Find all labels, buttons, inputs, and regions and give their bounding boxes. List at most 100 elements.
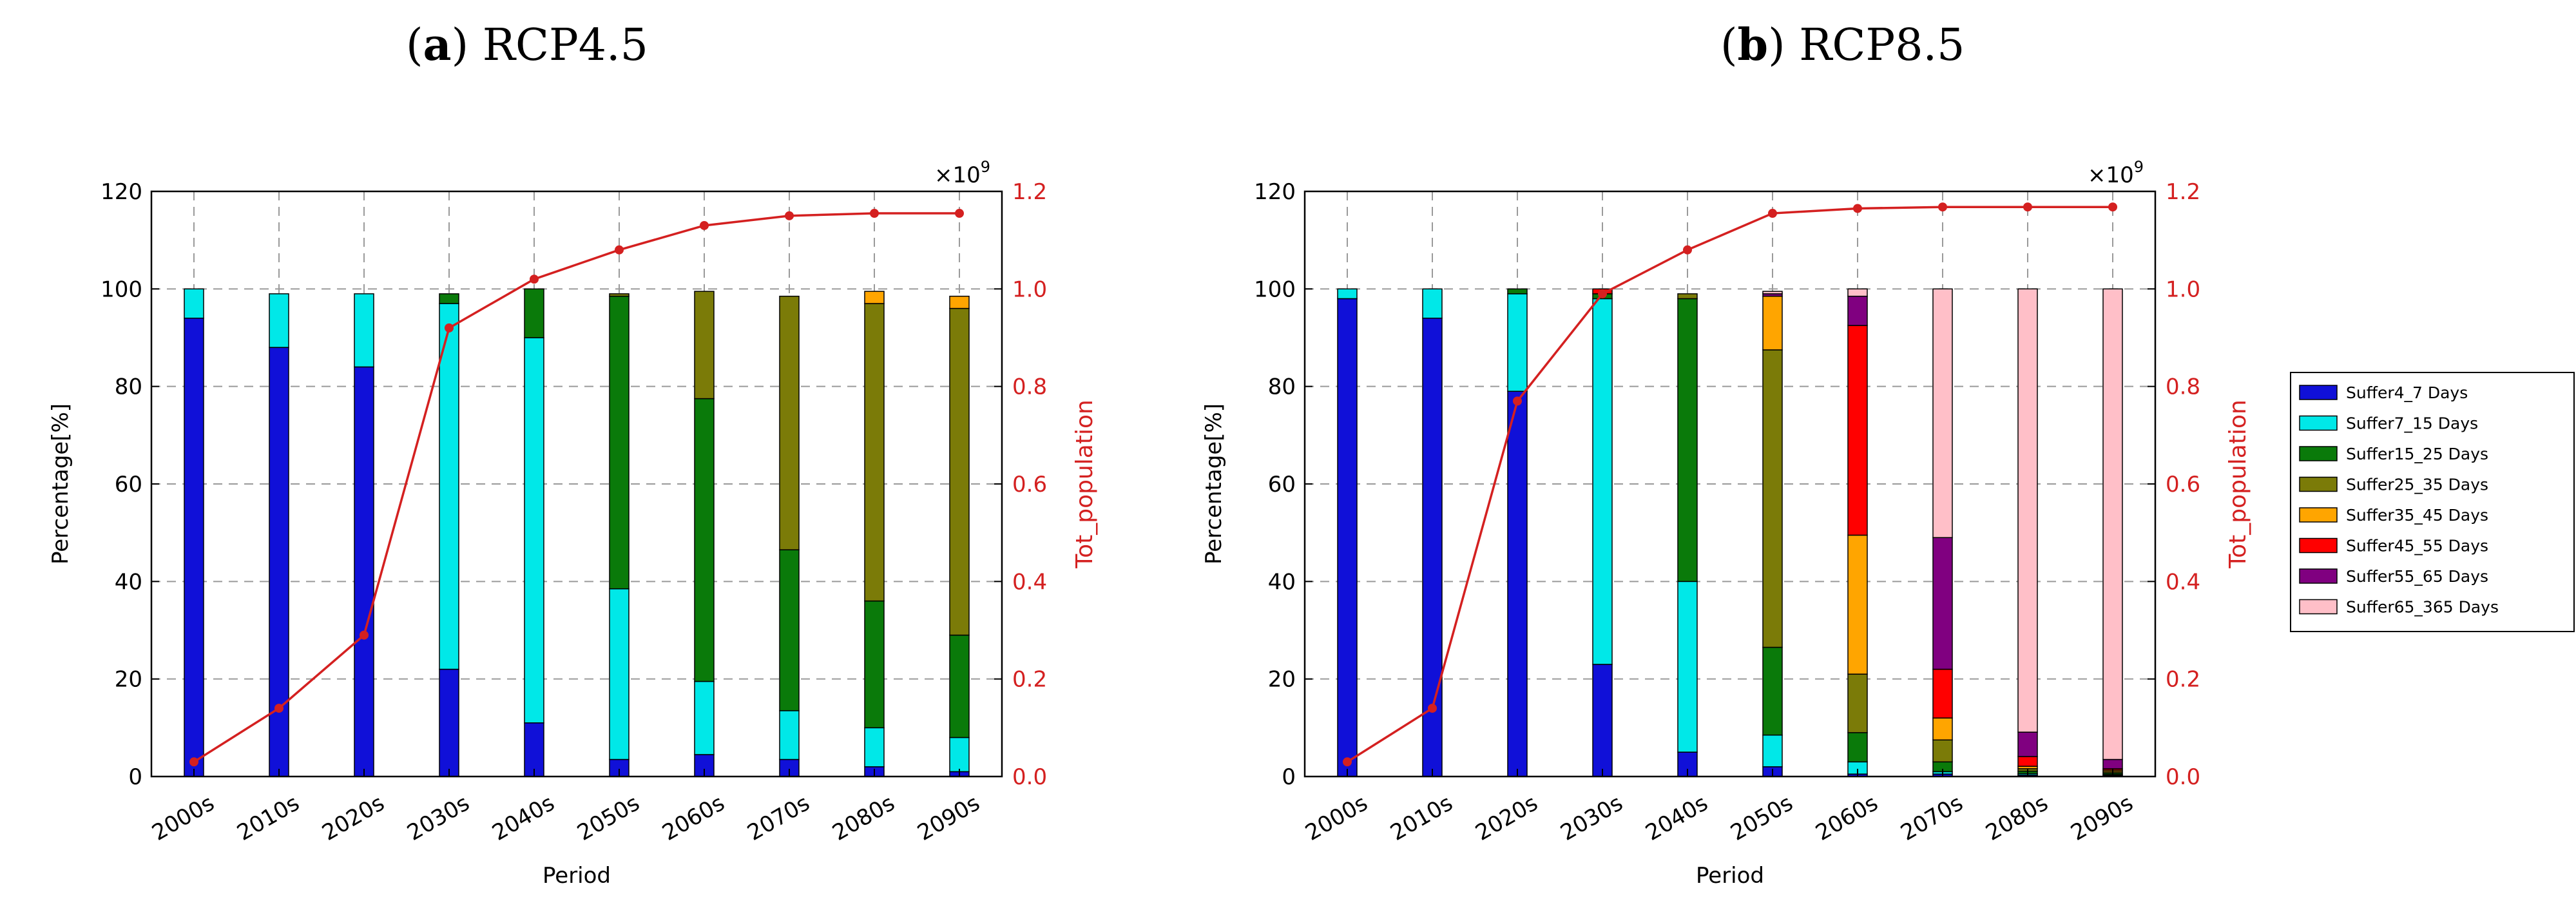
y2-exponent-power: 9: [2134, 158, 2144, 176]
tot-population-line: [193, 212, 959, 763]
bar-segment-suffer35-45-days: [864, 291, 885, 304]
tot-population-point: [2108, 202, 2117, 212]
y2-axis-label: Tot_population: [2225, 400, 2251, 569]
legend-swatch: [2299, 537, 2338, 554]
bar-segment-suffer4-7-days: [609, 758, 630, 777]
bar-segment-suffer7-15-days: [1677, 581, 1698, 753]
bar-segment-suffer15-25-days: [1677, 298, 1698, 583]
y2-tick-label: 0.8: [2166, 374, 2200, 400]
tot-population-point: [1768, 209, 1777, 218]
bar-segment-suffer7-15-days: [1592, 298, 1613, 665]
bar-segment-suffer45-55-days: [1932, 668, 1953, 719]
legend-swatch: [2299, 385, 2338, 400]
bar-segment-suffer25-35-days: [779, 295, 800, 550]
y-axis-label: Percentage[%]: [48, 403, 73, 565]
bar-segment-suffer15-25-days: [694, 398, 715, 682]
bar-segment-suffer15-25-days: [1762, 646, 1783, 736]
tot-population-point: [189, 757, 198, 767]
bar-segment-suffer4-7-days: [1337, 298, 1358, 777]
y-tick-label: 100: [101, 276, 142, 302]
x-tick-label: 2060s: [658, 790, 729, 846]
bar-segment-suffer15-25-days: [1507, 288, 1528, 294]
bar-segment-suffer7-15-days: [524, 337, 544, 724]
x-tick-label: 2000s: [148, 790, 218, 846]
bar-segment-suffer35-45-days: [1762, 295, 1783, 351]
legend-swatch: [2299, 568, 2338, 584]
x-tick-label: 2050s: [1726, 790, 1797, 846]
y-tick-label: 0: [128, 764, 142, 790]
bar-segment-suffer55-65-days: [2102, 758, 2123, 769]
bar-segment-suffer7-15-days: [1507, 293, 1528, 392]
y-tick-label: 20: [115, 667, 142, 693]
tot-population-point: [955, 209, 964, 218]
bar-segment-suffer7-15-days: [439, 303, 459, 670]
x-tick-label: 2070s: [1896, 790, 1967, 846]
bar-segment-suffer7-15-days: [1337, 288, 1358, 300]
panel-a-title: (a) RCP4.5: [406, 19, 648, 71]
tot-population-point: [1513, 396, 1522, 406]
bar-segment-suffer4-7-days: [184, 317, 204, 777]
tot-population-point: [1853, 204, 1862, 213]
x-axis-label: Period: [543, 863, 611, 889]
x-tick-label: 2080s: [1981, 790, 2052, 846]
y2-tick-label: 1.2: [2166, 179, 2200, 205]
tot-population-point: [1598, 289, 1607, 298]
legend-swatch: [2299, 446, 2338, 461]
x-tick-label: 2020s: [1471, 790, 1542, 846]
legend-item-label: Suffer7_15 Days: [2346, 414, 2478, 433]
tot-population-point: [785, 211, 794, 220]
y2-tick-label: 1.0: [2166, 276, 2200, 302]
legend-swatch: [2299, 476, 2338, 492]
legend-item-label: Suffer65_365 Days: [2346, 598, 2499, 617]
bar-segment-suffer55-65-days: [2017, 731, 2038, 757]
tot-population-point: [445, 323, 454, 333]
x-tick-label: 2020s: [318, 790, 389, 846]
panel-b-label: RCP8.5: [1799, 20, 1965, 71]
legend-item-label: Suffer45_55 Days: [2346, 537, 2488, 555]
bar-segment-suffer4-7-days: [439, 668, 459, 777]
bar-segment-suffer15-25-days: [1847, 732, 1868, 763]
bar-segment-suffer15-25-days: [439, 293, 459, 304]
x-tick-label: 2040s: [488, 790, 559, 846]
bar-segment-suffer7-15-days: [779, 710, 800, 760]
y2-tick-label: 0.4: [2166, 569, 2200, 595]
bar-segment-suffer15-25-days: [609, 295, 630, 590]
y2-tick-label: 0.8: [1012, 374, 1047, 400]
tot-population-point: [360, 630, 369, 640]
x-tick-label: 2070s: [743, 790, 814, 846]
chart-panel-b: 0 20 40 60 80 100 120 0.0 0.2 0.4 0.6 0.8 1.0 1.2 2000…: [1201, 158, 2251, 889]
y-tick-label: 80: [115, 374, 142, 400]
x-tick-label: 2030s: [403, 790, 474, 846]
y-tick-label: 40: [115, 569, 142, 595]
bar-segment-suffer15-25-days: [864, 600, 885, 729]
x-tick-label: 2090s: [913, 790, 984, 846]
bar-segment-suffer65-365-days: [1762, 291, 1783, 294]
bar-segment-suffer25-35-days: [694, 291, 715, 400]
legend-swatch: [2299, 415, 2338, 431]
y2-tick-label: 1.2: [1012, 179, 1047, 205]
bar-segment-suffer4-7-days: [1507, 391, 1528, 777]
y2-tick-label: 0.0: [1012, 764, 1047, 790]
bar-segment-suffer4-7-days: [524, 722, 544, 777]
bar-segment-suffer7-15-days: [609, 588, 630, 760]
legend: Suffer4_7 Days Suffer7_15 Days Suffer15_25…: [2290, 372, 2575, 632]
x-tick-label: 2050s: [573, 790, 644, 846]
bar-segment-suffer7-15-days: [1422, 288, 1443, 319]
x-axis-label: Period: [1696, 863, 1764, 889]
bar-segment-suffer7-15-days: [694, 681, 715, 755]
x-tick-label: 2040s: [1641, 790, 1712, 846]
bar-segment-suffer7-15-days: [184, 288, 204, 319]
bar-segment-suffer55-65-days: [1847, 295, 1868, 326]
legend-item-label: Suffer55_65 Days: [2346, 567, 2488, 586]
tot-population-point: [1938, 202, 1947, 212]
y2-tick-label: 0.6: [2166, 472, 2200, 497]
x-tick-label: 2010s: [1386, 790, 1457, 846]
y-tick-label: 20: [1268, 667, 1296, 693]
bar-segment-suffer55-65-days: [1932, 537, 1953, 670]
bar-segment-suffer15-25-days: [949, 634, 970, 738]
y-tick-label: 40: [1268, 569, 1296, 595]
y2-tick-label: 0.2: [2166, 667, 2200, 693]
panel-b-letter: b: [1737, 19, 1769, 71]
tot-population-point: [870, 209, 879, 218]
tot-population-point: [700, 220, 709, 230]
